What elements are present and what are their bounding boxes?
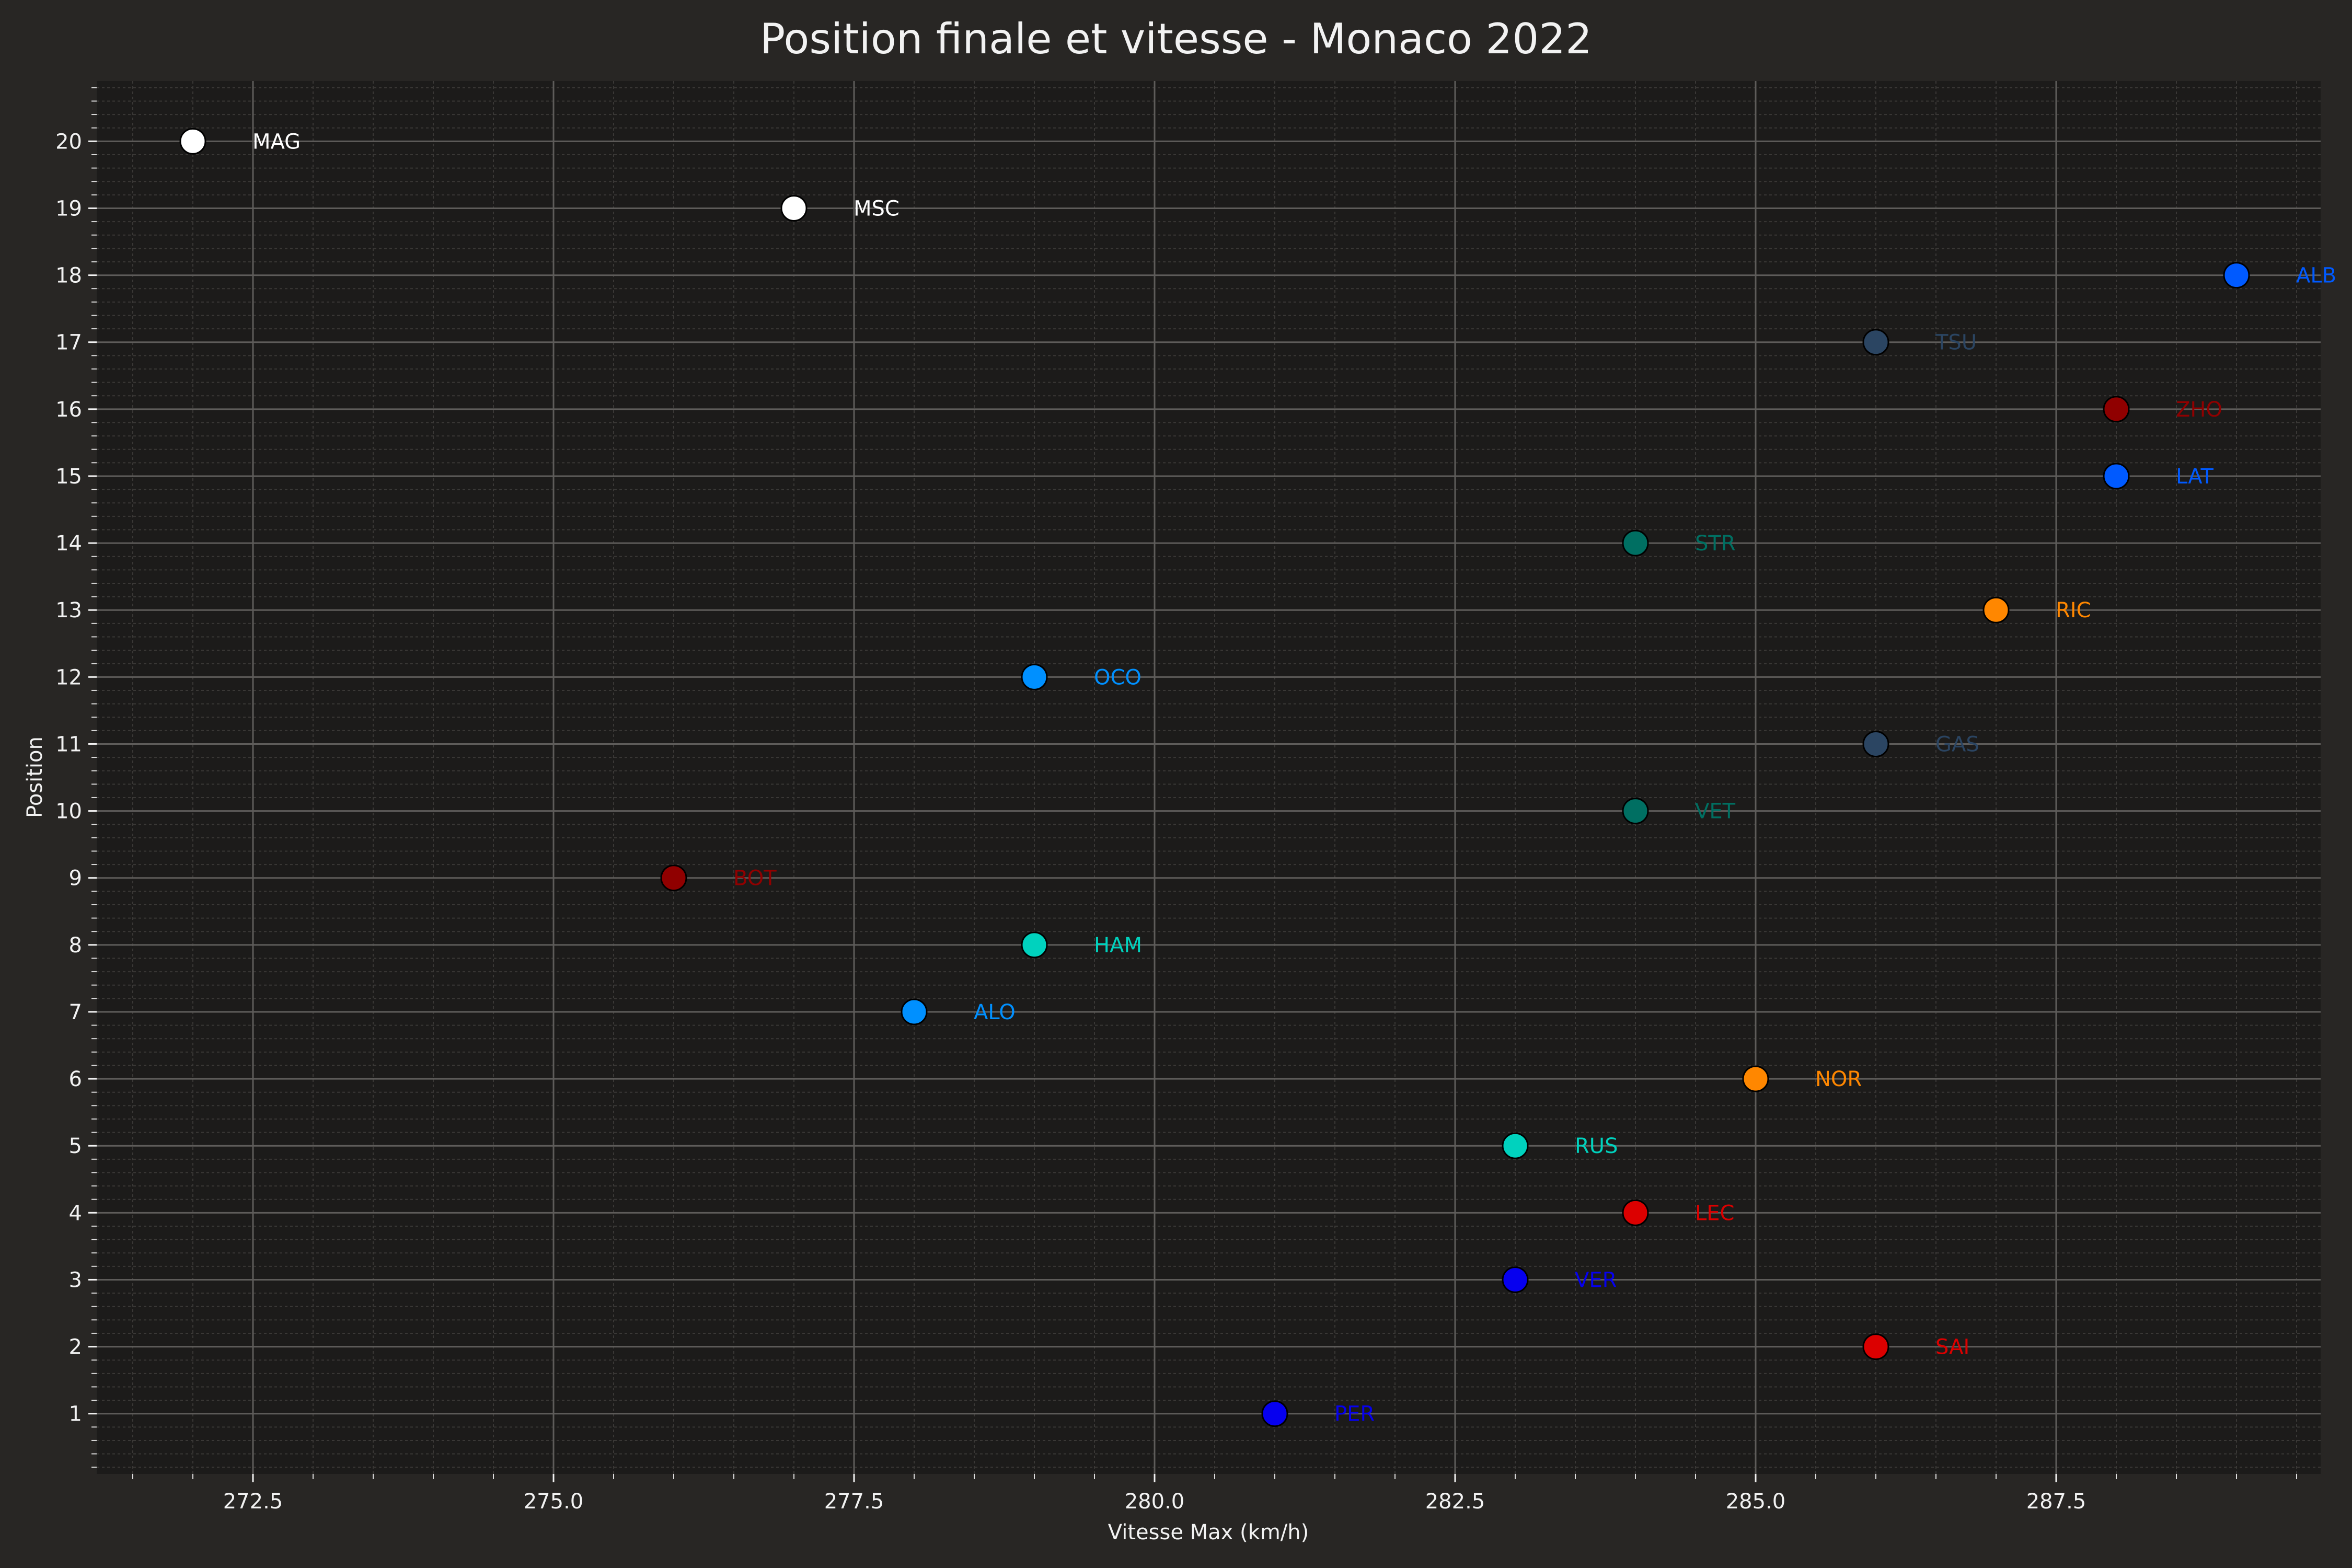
data-label-sai: SAI xyxy=(1935,1335,1969,1359)
y-tick-label: 3 xyxy=(69,1268,82,1292)
x-tick-label: 272.5 xyxy=(223,1490,283,1514)
x-tick-label: 285.0 xyxy=(1726,1490,1786,1514)
data-point-ver xyxy=(1502,1266,1529,1293)
y-tick-label: 11 xyxy=(55,732,82,756)
x-tick-label: 287.5 xyxy=(2026,1490,2086,1514)
data-label-vet: VET xyxy=(1695,800,1736,824)
data-label-gas: GAS xyxy=(1935,732,1979,756)
y-tick-label: 18 xyxy=(55,264,82,288)
data-label-lat: LAT xyxy=(2176,465,2213,489)
data-label-str: STR xyxy=(1695,532,1736,556)
data-point-bot xyxy=(660,864,687,892)
data-label-tsu: TSU xyxy=(1935,331,1977,355)
y-tick-label: 8 xyxy=(69,933,82,958)
data-label-alb: ALB xyxy=(2296,264,2336,288)
y-tick-label: 1 xyxy=(69,1402,82,1426)
data-label-oco: OCO xyxy=(1094,665,1142,689)
x-axis-ticks: 272.5 275.0 277.5 280.0 282.5 285.0 287.5 xyxy=(223,1474,2086,1514)
y-tick-label: 19 xyxy=(55,197,82,221)
data-point-vet xyxy=(1622,798,1649,825)
y-tick-label: 15 xyxy=(55,465,82,489)
data-point-mag xyxy=(179,128,206,155)
data-point-alo xyxy=(901,998,928,1025)
y-tick-label: 4 xyxy=(69,1201,82,1225)
x-tick-label: 275.0 xyxy=(524,1490,584,1514)
data-point-nor xyxy=(1742,1065,1769,1092)
y-tick-label: 10 xyxy=(55,800,82,824)
y-tick-label: 14 xyxy=(55,532,82,556)
data-label-mag: MAG xyxy=(252,130,301,154)
y-tick-label: 7 xyxy=(69,1000,82,1024)
data-label-zho: ZHO xyxy=(2176,398,2222,422)
data-points xyxy=(179,128,2250,1427)
y-tick-label: 20 xyxy=(55,130,82,154)
plot-area xyxy=(97,81,2321,1474)
data-label-alo: ALO xyxy=(974,1000,1016,1024)
data-labels: PER SAI VER LEC RUS NOR ALO HAM BOT VET GAS OCO RIC S… xyxy=(252,130,2336,1426)
data-point-ric xyxy=(1982,596,2010,624)
data-label-msc: MSC xyxy=(854,197,900,221)
data-point-lec xyxy=(1622,1199,1649,1226)
data-point-str xyxy=(1622,529,1649,557)
data-label-bot: BOT xyxy=(733,867,777,891)
data-point-rus xyxy=(1502,1132,1529,1159)
data-point-msc xyxy=(780,194,808,222)
x-axis-label: Vitesse Max (km/h) xyxy=(1108,1520,1309,1544)
x-tick-label: 282.5 xyxy=(1425,1490,1485,1514)
data-point-ham xyxy=(1021,931,1048,959)
data-point-per xyxy=(1261,1400,1288,1427)
data-label-ham: HAM xyxy=(1094,933,1142,958)
y-tick-label: 2 xyxy=(69,1335,82,1359)
y-tick-label: 6 xyxy=(69,1067,82,1091)
y-tick-label: 17 xyxy=(55,331,82,355)
data-point-alb xyxy=(2223,262,2250,289)
x-tick-label: 277.5 xyxy=(824,1490,884,1514)
y-tick-label: 12 xyxy=(55,665,82,689)
chart-title: Position finale et vitesse - Monaco 2022 xyxy=(760,15,1592,63)
data-point-gas xyxy=(1862,730,1889,757)
y-tick-label: 9 xyxy=(69,867,82,891)
data-label-nor: NOR xyxy=(1815,1067,1862,1091)
data-label-rus: RUS xyxy=(1575,1134,1618,1158)
data-label-lec: LEC xyxy=(1695,1201,1735,1225)
y-tick-label: 5 xyxy=(69,1134,82,1158)
data-point-zho xyxy=(2103,396,2130,423)
y-axis-label: Position xyxy=(23,736,47,818)
data-label-per: PER xyxy=(1334,1402,1375,1426)
data-point-tsu xyxy=(1862,329,1889,356)
data-point-oco xyxy=(1021,663,1048,690)
major-grid xyxy=(97,81,2321,1474)
data-label-ver: VER xyxy=(1575,1268,1617,1292)
y-tick-label: 16 xyxy=(55,398,82,422)
y-tick-label: 13 xyxy=(55,598,82,622)
data-point-lat xyxy=(2103,463,2130,490)
data-label-ric: RIC xyxy=(2056,598,2091,622)
x-tick-label: 280.0 xyxy=(1125,1490,1185,1514)
data-point-sai xyxy=(1862,1333,1889,1361)
